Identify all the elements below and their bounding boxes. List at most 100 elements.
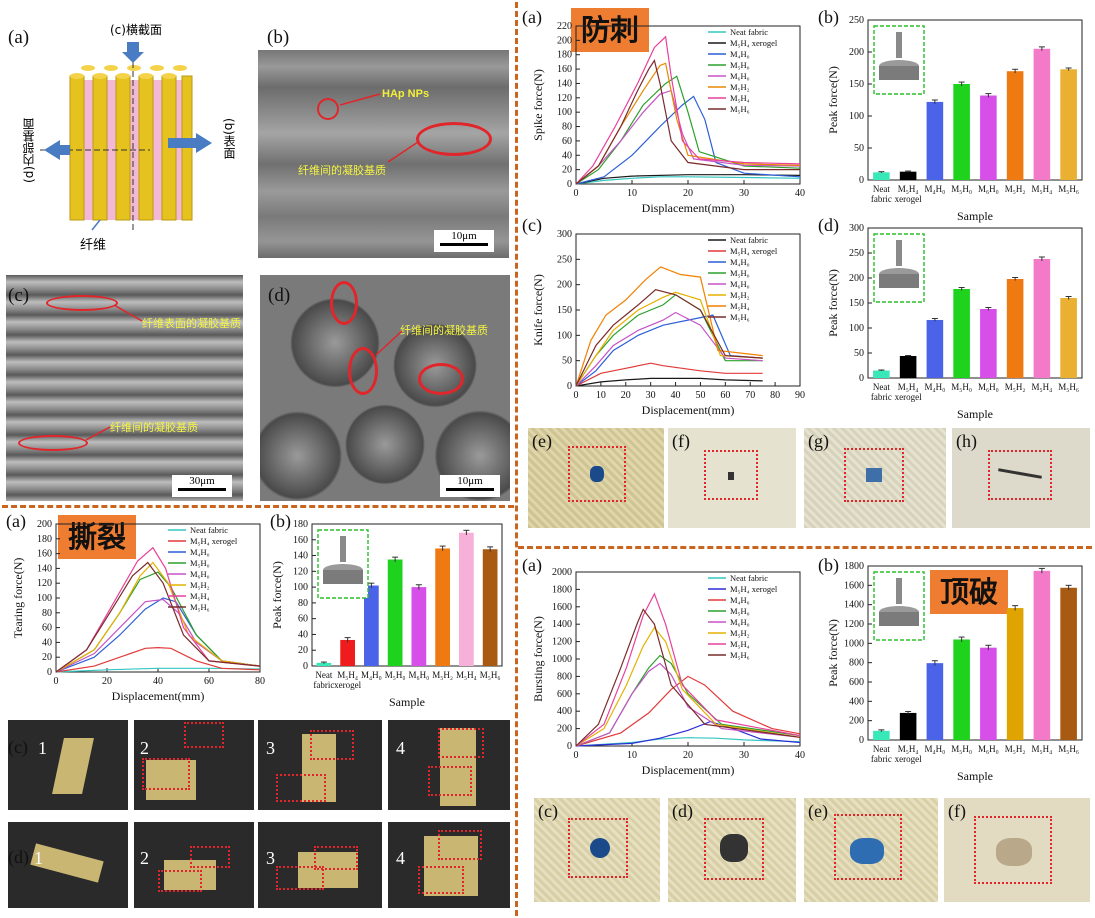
series-group — [575, 266, 763, 387]
schematic-cross-label: (c)横截面 — [110, 23, 162, 37]
bar — [1006, 279, 1024, 378]
bar — [1060, 69, 1077, 180]
panel-label-burst-e: (e) — [808, 801, 828, 821]
arrow-left-icon — [44, 140, 70, 160]
gel-circle-d1 — [330, 281, 358, 325]
ytick-label: 150 — [557, 305, 572, 316]
ytick-label: 60 — [298, 614, 308, 625]
tear-step-c3: 3 — [266, 738, 275, 758]
category-label: M₆H₀ — [408, 670, 429, 680]
bar — [926, 101, 944, 180]
gel-circle-d2 — [348, 347, 378, 395]
category-label: fabric — [871, 754, 892, 764]
scale-bar-c: 30μm — [172, 475, 232, 497]
probe-shaft-icon — [340, 536, 346, 562]
xtick-label: 50 — [695, 390, 705, 401]
ytick-label: 300 — [557, 229, 572, 240]
legend-label: M₅H₀ — [730, 268, 750, 278]
tear-fabric-c3 — [302, 734, 336, 802]
tear-box-c4b — [428, 766, 472, 796]
tear-fabric-c1 — [52, 738, 94, 794]
ytick-label: 160 — [293, 535, 308, 546]
legend-label: Neat fabric — [730, 27, 768, 37]
left-horizontal-divider — [2, 505, 514, 508]
legend-label: M₆H₀ — [730, 617, 750, 627]
ytick-label: 1200 — [844, 619, 864, 630]
y-axis-label: Knife force(N) — [531, 274, 545, 346]
legend-label: M₆H₀ — [730, 71, 750, 81]
xtick-label: 90 — [795, 390, 805, 401]
category-label: fabric — [313, 680, 334, 690]
hap-circle — [317, 98, 339, 120]
tear-step-d1: 1 — [34, 848, 43, 868]
ytick-label: 140 — [293, 551, 308, 562]
panel-label-photo-f: (f) — [672, 431, 690, 451]
panel-label-stab-a: (a) — [522, 7, 542, 27]
series-line — [55, 561, 261, 673]
ytick-label: 200 — [849, 47, 864, 58]
category-label: M₄H₀ — [924, 744, 945, 754]
schematic-inner-label: (d)内部基面 — [22, 118, 36, 183]
category-label: M₆H₀ — [978, 184, 999, 194]
probe-base-icon — [323, 570, 363, 584]
panel-label-stab-b: (b) — [818, 7, 839, 27]
scale-bar-b-label: 10μm — [451, 230, 477, 242]
scale-bar-d-label: 10μm — [457, 475, 483, 487]
tearing-peak-bar-chart: 020406080100120140160180NeatfabricM₅H₄xe… — [270, 519, 503, 709]
category-label: M₅H₄ — [898, 744, 919, 754]
tear-fabric-d3 — [298, 852, 358, 888]
x-axis-label: Sample — [389, 695, 425, 709]
ytick-label: 40 — [42, 637, 52, 648]
series-line — [575, 737, 801, 747]
hole-burst-e — [850, 838, 884, 864]
xtick-label: 30 — [646, 390, 656, 401]
bar — [1033, 48, 1051, 180]
legend-label: M₅H₂ — [730, 290, 750, 300]
legend-label: M₅H₆ — [730, 104, 750, 114]
bar — [980, 647, 997, 740]
ytick-label: 200 — [37, 519, 52, 530]
hole-burst-d — [720, 834, 748, 862]
ytick-label: 1400 — [844, 600, 864, 611]
ytick-label: 400 — [557, 706, 572, 717]
ytick-label: 800 — [557, 671, 572, 682]
bar — [953, 84, 970, 180]
x-axis-label: Displacement(mm) — [112, 689, 205, 703]
series-line — [575, 95, 801, 185]
ytick-label: 0 — [567, 381, 572, 392]
category-label: M₄H₀ — [924, 184, 945, 194]
ytick-label: 120 — [293, 566, 308, 577]
x-axis-label: Sample — [957, 407, 993, 421]
tear-box-c2b — [142, 758, 190, 790]
legend-label: M₅H₄ — [730, 301, 750, 311]
xtick-label: 0 — [574, 750, 579, 761]
gel-circle-b — [416, 122, 492, 156]
category-label: M₅H₄ — [1031, 184, 1052, 194]
tear-photo-c2 — [134, 720, 254, 810]
panel-label-burst-f: (f) — [948, 801, 966, 821]
legend-label: Neat fabric — [190, 525, 228, 535]
gel-surface-label: 纤维表面的凝胶基质 — [142, 317, 241, 330]
ytick-label: 60 — [562, 136, 572, 147]
category-label: Neat — [873, 184, 890, 194]
tear-step-c4: 4 — [396, 738, 405, 758]
tear-step-d2: 2 — [140, 848, 149, 868]
ytick-label: 160 — [37, 549, 52, 560]
knife-peak-bar-chart: 050100150200250300NeatfabricM₅H₄xerogelM… — [826, 223, 1083, 421]
probe-shaft-icon — [896, 240, 902, 266]
panel-label-photo-h: (h) — [956, 431, 977, 451]
panel-label-burst-b: (b) — [818, 555, 839, 575]
series-line — [575, 291, 763, 387]
bar — [953, 289, 970, 378]
series-line — [575, 608, 801, 747]
legend-label: M₅H₂ — [730, 82, 750, 92]
category-label: M₆H₀ — [978, 744, 999, 754]
panel-label-burst-c: (c) — [538, 801, 558, 821]
category-label: M₅H₀ — [951, 184, 972, 194]
category-label: M₅H₄ — [1031, 382, 1052, 392]
category-label: M₅H₀ — [951, 382, 972, 392]
legend-label: M₅H₄ — [190, 591, 210, 601]
ytick-label: 0 — [859, 373, 864, 384]
xtick-label: 40 — [795, 188, 805, 199]
category-label: M₅H₀ — [951, 744, 972, 754]
